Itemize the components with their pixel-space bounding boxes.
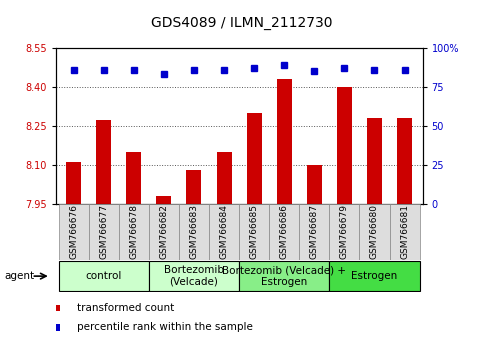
Text: GSM766678: GSM766678 xyxy=(129,204,138,259)
Text: GSM766683: GSM766683 xyxy=(189,204,199,259)
Bar xyxy=(56,305,60,311)
FancyBboxPatch shape xyxy=(119,204,149,260)
FancyBboxPatch shape xyxy=(58,261,149,291)
Text: Estrogen: Estrogen xyxy=(351,271,398,281)
Text: percentile rank within the sample: percentile rank within the sample xyxy=(77,322,253,332)
Bar xyxy=(367,118,382,204)
Text: GSM766684: GSM766684 xyxy=(220,204,228,259)
Text: GSM766681: GSM766681 xyxy=(400,204,409,259)
FancyBboxPatch shape xyxy=(89,204,119,260)
Text: GDS4089 / ILMN_2112730: GDS4089 / ILMN_2112730 xyxy=(151,16,332,30)
FancyBboxPatch shape xyxy=(269,204,299,260)
FancyBboxPatch shape xyxy=(149,261,239,291)
FancyBboxPatch shape xyxy=(209,204,239,260)
Text: agent: agent xyxy=(5,271,35,281)
Bar xyxy=(56,324,60,331)
Text: GSM766687: GSM766687 xyxy=(310,204,319,259)
Text: Bortezomib
(Velcade): Bortezomib (Velcade) xyxy=(164,265,224,287)
Bar xyxy=(307,165,322,204)
FancyBboxPatch shape xyxy=(389,204,420,260)
FancyBboxPatch shape xyxy=(329,204,359,260)
Bar xyxy=(397,118,412,204)
Bar xyxy=(337,87,352,204)
Text: GSM766686: GSM766686 xyxy=(280,204,289,259)
Bar xyxy=(247,113,262,204)
Bar xyxy=(66,162,81,204)
FancyBboxPatch shape xyxy=(239,261,329,291)
Text: GSM766679: GSM766679 xyxy=(340,204,349,259)
Text: GSM766682: GSM766682 xyxy=(159,204,169,259)
Text: GSM766677: GSM766677 xyxy=(99,204,108,259)
Text: GSM766676: GSM766676 xyxy=(69,204,78,259)
Bar xyxy=(156,196,171,204)
Text: transformed count: transformed count xyxy=(77,303,174,313)
FancyBboxPatch shape xyxy=(329,261,420,291)
Bar xyxy=(277,79,292,204)
FancyBboxPatch shape xyxy=(239,204,269,260)
Bar xyxy=(96,120,111,204)
Text: Bortezomib (Velcade) +
Estrogen: Bortezomib (Velcade) + Estrogen xyxy=(222,265,346,287)
Text: control: control xyxy=(85,271,122,281)
FancyBboxPatch shape xyxy=(58,204,89,260)
Bar xyxy=(216,152,231,204)
Bar xyxy=(126,152,142,204)
FancyBboxPatch shape xyxy=(359,204,389,260)
FancyBboxPatch shape xyxy=(299,204,329,260)
FancyBboxPatch shape xyxy=(179,204,209,260)
FancyBboxPatch shape xyxy=(149,204,179,260)
Bar xyxy=(186,170,201,204)
Text: GSM766680: GSM766680 xyxy=(370,204,379,259)
Text: GSM766685: GSM766685 xyxy=(250,204,258,259)
